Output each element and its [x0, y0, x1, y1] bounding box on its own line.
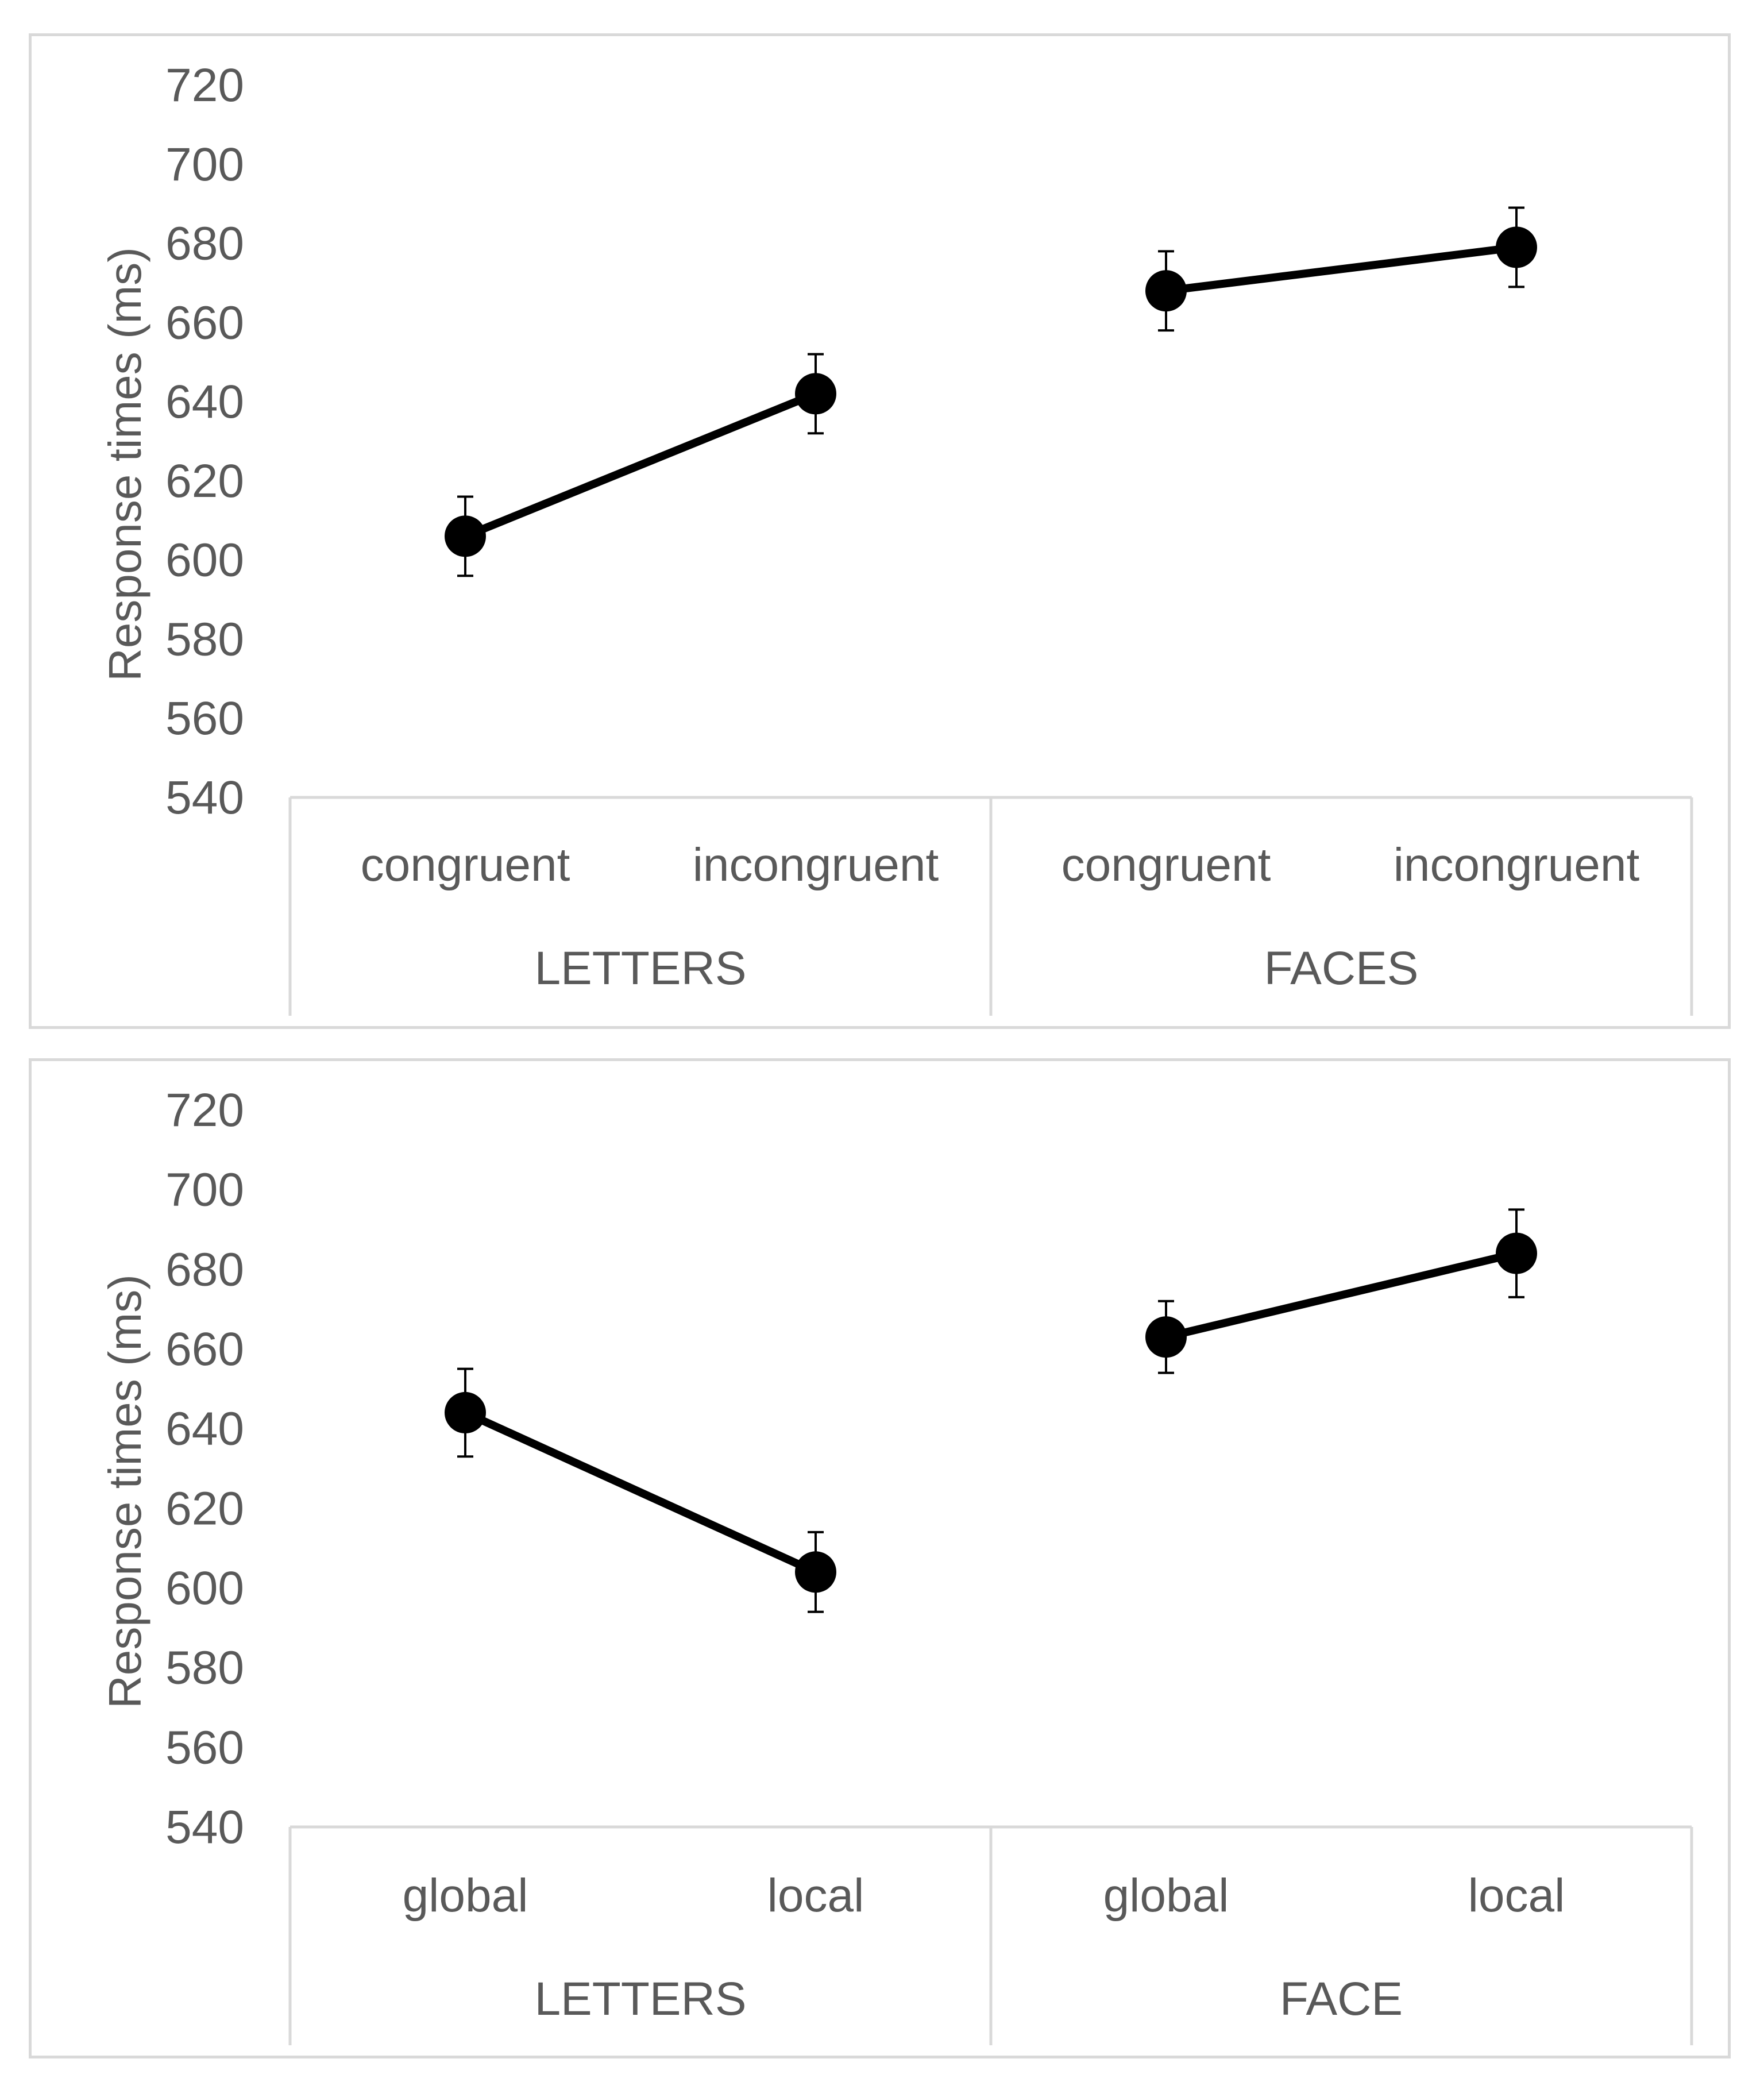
- group-label: FACE: [1280, 1973, 1403, 2025]
- y-tick-label: 680: [165, 218, 244, 270]
- category-label: global: [403, 1869, 528, 1922]
- y-tick-label: 680: [165, 1243, 244, 1296]
- y-tick-label: 720: [165, 1084, 244, 1136]
- data-point: [795, 373, 836, 415]
- y-tick-label: 640: [165, 1403, 244, 1455]
- y-tick-label: 600: [165, 534, 244, 587]
- data-point: [1145, 1316, 1187, 1358]
- series-line: [1162, 1249, 1520, 1341]
- category-label: incongruent: [693, 839, 939, 891]
- y-tick-label: 580: [165, 1642, 244, 1694]
- y-tick-label: 660: [165, 1323, 244, 1375]
- y-tick-label: 640: [165, 376, 244, 428]
- category-label: congruent: [361, 839, 570, 891]
- y-tick-label: 700: [165, 138, 244, 191]
- category-label: congruent: [1062, 839, 1271, 891]
- data-point: [1496, 226, 1537, 268]
- series-line: [1162, 243, 1520, 295]
- y-tick-label: 560: [165, 692, 244, 745]
- y-tick-label: 600: [165, 1562, 244, 1614]
- data-point: [795, 1551, 836, 1593]
- y-tick-label: 560: [165, 1721, 244, 1774]
- category-label: local: [1468, 1869, 1565, 1922]
- series-line: [461, 1408, 820, 1576]
- category-label: global: [1103, 1869, 1229, 1922]
- y-tick-label: 620: [165, 1482, 244, 1535]
- y-tick-label: 540: [165, 772, 244, 824]
- y-axis-title: Response times (ms): [99, 1274, 150, 1709]
- chart-top: 540 560 580 600 620 640 660 680 700 720 Response t…: [99, 59, 1693, 1016]
- category-label: incongruent: [1394, 839, 1640, 891]
- group-label: FACES: [1264, 942, 1419, 994]
- group-label: LETTERS: [534, 1973, 746, 2025]
- chart-bottom: 540 560 580 600 620 640 660 680 700 720 Response t…: [99, 1084, 1693, 2045]
- series-line: [461, 390, 820, 541]
- data-point: [1145, 270, 1187, 312]
- y-axis-title: Response times (ms): [99, 247, 150, 681]
- data-point: [445, 515, 486, 557]
- y-tick-label: 580: [165, 613, 244, 665]
- group-label: LETTERS: [534, 942, 746, 994]
- y-tick-label: 620: [165, 455, 244, 507]
- chart-panel-top: 540 560 580 600 620 640 660 680 700 720 Response t…: [29, 33, 1731, 1029]
- y-tick-label: 720: [165, 59, 244, 111]
- y-tick-label: 540: [165, 1801, 244, 1853]
- data-point: [445, 1391, 486, 1433]
- y-tick-label: 700: [165, 1164, 244, 1216]
- chart-panel-bottom: 540 560 580 600 620 640 660 680 700 720 Response t…: [29, 1058, 1731, 2058]
- data-point: [1496, 1232, 1537, 1274]
- category-label: local: [767, 1869, 864, 1922]
- y-tick-label: 660: [165, 296, 244, 349]
